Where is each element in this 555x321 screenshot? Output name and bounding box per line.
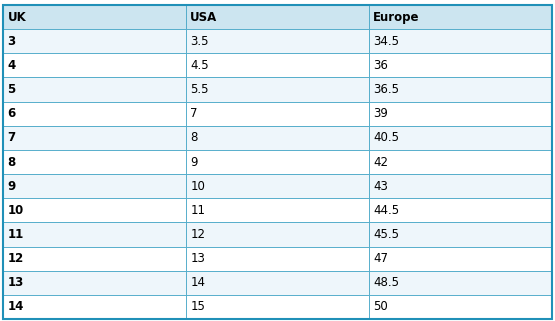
Bar — [3, 102, 186, 126]
Bar — [3, 247, 186, 271]
Bar — [369, 271, 552, 295]
Bar — [186, 222, 369, 247]
Bar — [369, 198, 552, 222]
Text: 7: 7 — [190, 107, 198, 120]
Bar — [3, 29, 186, 53]
Bar — [186, 198, 369, 222]
Bar — [369, 174, 552, 198]
Bar — [3, 5, 186, 29]
Text: 4.5: 4.5 — [190, 59, 209, 72]
Text: 10: 10 — [7, 204, 24, 217]
Bar — [369, 126, 552, 150]
Bar — [186, 271, 369, 295]
Bar — [186, 29, 369, 53]
Text: 39: 39 — [373, 107, 388, 120]
Text: 13: 13 — [190, 252, 205, 265]
Bar — [369, 295, 552, 319]
Bar — [3, 198, 186, 222]
Text: Europe: Europe — [373, 11, 420, 23]
Bar — [186, 150, 369, 174]
Text: 3.5: 3.5 — [190, 35, 209, 48]
Bar — [3, 174, 186, 198]
Text: 14: 14 — [7, 300, 24, 313]
Text: 40.5: 40.5 — [373, 131, 399, 144]
Text: 34.5: 34.5 — [373, 35, 399, 48]
Bar — [186, 126, 369, 150]
Text: 4: 4 — [7, 59, 16, 72]
Bar — [3, 295, 186, 319]
Text: 45.5: 45.5 — [373, 228, 399, 241]
Bar — [369, 150, 552, 174]
Text: 15: 15 — [190, 300, 205, 313]
Text: 8: 8 — [7, 155, 16, 169]
Bar — [3, 271, 186, 295]
Text: 9: 9 — [190, 155, 198, 169]
Text: 6: 6 — [7, 107, 16, 120]
Bar — [186, 174, 369, 198]
Text: 50: 50 — [373, 300, 388, 313]
Bar — [3, 77, 186, 102]
Bar — [369, 53, 552, 77]
Bar — [186, 5, 369, 29]
Text: 36.5: 36.5 — [373, 83, 399, 96]
Bar — [186, 102, 369, 126]
Bar — [186, 247, 369, 271]
Text: 36: 36 — [373, 59, 388, 72]
Text: 11: 11 — [190, 204, 205, 217]
Bar — [3, 53, 186, 77]
Text: 7: 7 — [7, 131, 16, 144]
Bar — [369, 29, 552, 53]
Bar — [3, 222, 186, 247]
Bar — [186, 77, 369, 102]
Bar — [3, 150, 186, 174]
Bar — [369, 247, 552, 271]
Bar — [369, 222, 552, 247]
Text: 12: 12 — [7, 252, 24, 265]
Bar — [186, 295, 369, 319]
Text: 43: 43 — [373, 180, 388, 193]
Text: 10: 10 — [190, 180, 205, 193]
Text: 9: 9 — [7, 180, 16, 193]
Bar — [369, 5, 552, 29]
Text: 44.5: 44.5 — [373, 204, 399, 217]
Text: 13: 13 — [7, 276, 24, 289]
Text: 42: 42 — [373, 155, 388, 169]
Bar — [369, 77, 552, 102]
Text: 47: 47 — [373, 252, 388, 265]
Text: 12: 12 — [190, 228, 205, 241]
Text: USA: USA — [190, 11, 218, 23]
Text: 14: 14 — [190, 276, 205, 289]
Text: UK: UK — [7, 11, 26, 23]
Text: 48.5: 48.5 — [373, 276, 399, 289]
Text: 8: 8 — [190, 131, 198, 144]
Text: 11: 11 — [7, 228, 24, 241]
Bar — [369, 102, 552, 126]
Bar — [186, 53, 369, 77]
Bar — [3, 126, 186, 150]
Text: 5.5: 5.5 — [190, 83, 209, 96]
Text: 3: 3 — [7, 35, 16, 48]
Text: 5: 5 — [7, 83, 16, 96]
